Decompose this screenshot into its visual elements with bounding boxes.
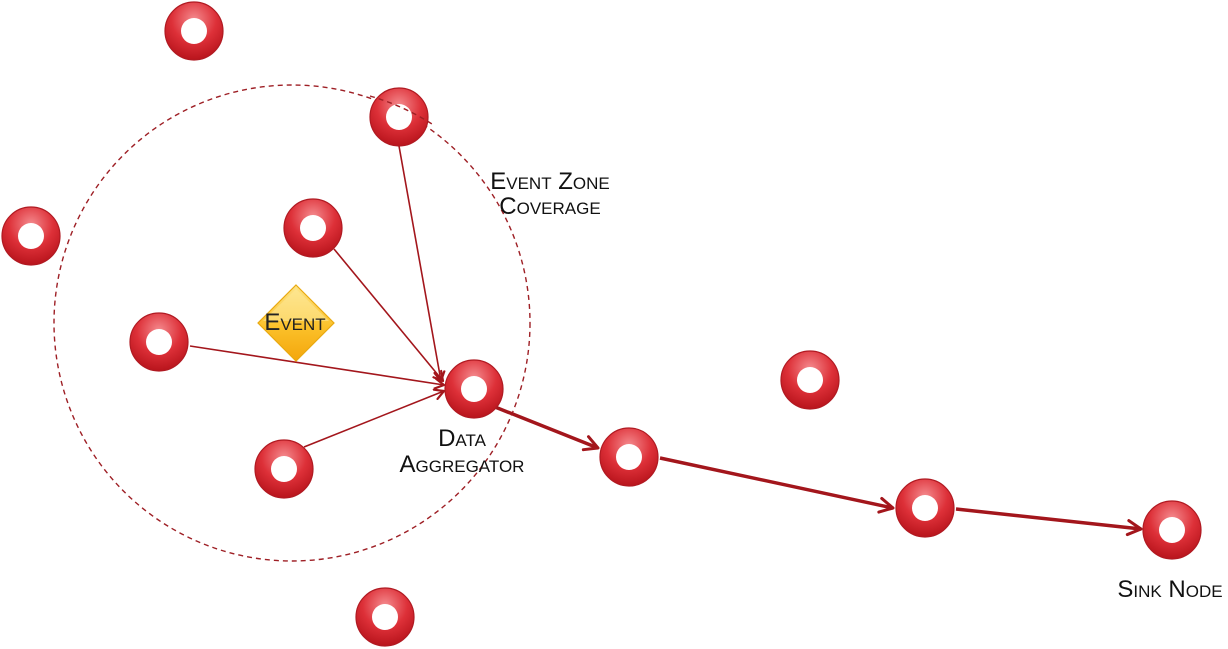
link-left-to-aggregator [189,345,444,385]
sensor-node-left-far [1,206,61,266]
sink-node [1142,500,1202,560]
sensor-nodes [1,1,1202,647]
event-zone-label-line1: Event Zone [490,168,610,195]
relay-link-1 [494,405,600,452]
event-zone-arc-overlay [369,95,433,125]
relay-link-3 [955,507,1143,537]
event-zone-circle [53,84,531,562]
sensor-node-zone-left [129,312,189,372]
data-aggregator-label-line2: Aggregator [400,451,525,478]
event-zone-label-line2: Coverage [499,193,600,220]
link-upper-left-to-aggregator [333,248,443,381]
sensor-node-zone-lower-left [254,439,314,499]
relay-path [494,405,1143,537]
link-top-to-aggregator [398,145,441,381]
link-lower-left-to-aggregator [303,391,444,448]
relay-link-2 [659,456,895,514]
relay-node-2 [895,478,955,538]
sink-node-label: Sink Node [1117,576,1222,603]
sensor-node-top-far [164,1,224,61]
event-label: Event [264,309,325,336]
sensor-node-zone-upper-left [283,198,343,258]
sensor-node-zone-top [369,87,429,147]
sensor-node-right-idle [780,350,840,410]
relay-node-1 [599,427,659,487]
sensor-node-bottom [355,587,415,647]
zone-links [189,145,444,448]
data-aggregator-label-line1: Data [438,425,487,452]
data-aggregator-node [444,359,504,419]
event-marker: Event [257,284,335,362]
